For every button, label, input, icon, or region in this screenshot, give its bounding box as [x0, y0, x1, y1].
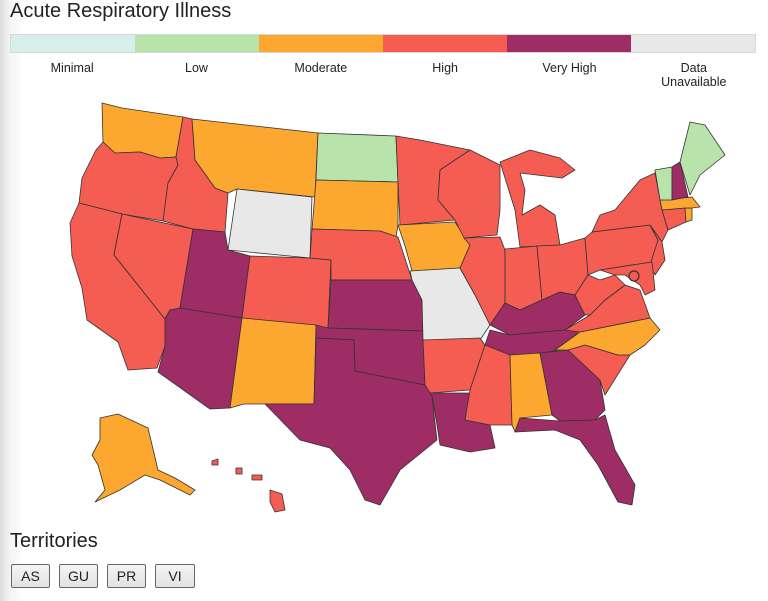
legend-label: Minimal [50, 61, 94, 75]
legend-swatch-moderate [259, 35, 383, 52]
legend-label: Data Unavailable [661, 61, 727, 89]
territories-title: Territories [10, 530, 98, 552]
legend-label: Very High [542, 61, 597, 75]
state-MI[interactable] [499, 149, 576, 248]
state-MD[interactable] [599, 261, 656, 296]
state-DC[interactable] [628, 270, 640, 282]
state-WY[interactable] [227, 188, 313, 259]
state-NM[interactable] [229, 317, 317, 409]
legend-bar [10, 34, 756, 53]
us-map [0, 90, 768, 535]
legend-swatch-high [383, 35, 507, 52]
state-WV[interactable] [574, 274, 626, 316]
legend-label: High [432, 61, 458, 75]
state-WA[interactable] [101, 102, 184, 159]
state-IN[interactable] [504, 245, 543, 311]
state-HI[interactable] [211, 458, 286, 513]
territory-buttons: AS GU PR VI [11, 564, 195, 588]
state-SD[interactable] [311, 179, 399, 238]
territory-button-gu[interactable]: GU [59, 564, 98, 588]
state-RI[interactable] [684, 207, 693, 223]
state-AZ[interactable] [157, 307, 243, 410]
legend-swatch-very-high [507, 35, 631, 52]
legend-swatch-unavailable [631, 35, 755, 52]
state-AK[interactable] [91, 413, 196, 503]
legend-swatch-minimal [11, 35, 135, 52]
page-title: Acute Respiratory Illness [10, 0, 232, 22]
territory-button-pr[interactable]: PR [107, 564, 146, 588]
legend-labels: Minimal Low Moderate High Very High Data… [10, 61, 756, 89]
state-NJ[interactable] [649, 224, 666, 276]
state-IA[interactable] [397, 221, 471, 272]
state-KS[interactable] [327, 279, 424, 332]
territory-button-as[interactable]: AS [11, 564, 50, 588]
state-TX[interactable] [264, 337, 438, 506]
legend-swatch-low [135, 35, 259, 52]
territory-button-vi[interactable]: VI [155, 564, 195, 588]
state-CO[interactable] [241, 255, 332, 329]
state-ME[interactable] [679, 121, 726, 196]
state-NH[interactable] [671, 161, 689, 201]
state-ND[interactable] [315, 132, 399, 183]
state-FL[interactable] [514, 414, 636, 506]
legend-label: Low [185, 61, 208, 75]
legend-label: Moderate [294, 61, 348, 75]
state-WI[interactable] [437, 149, 501, 239]
